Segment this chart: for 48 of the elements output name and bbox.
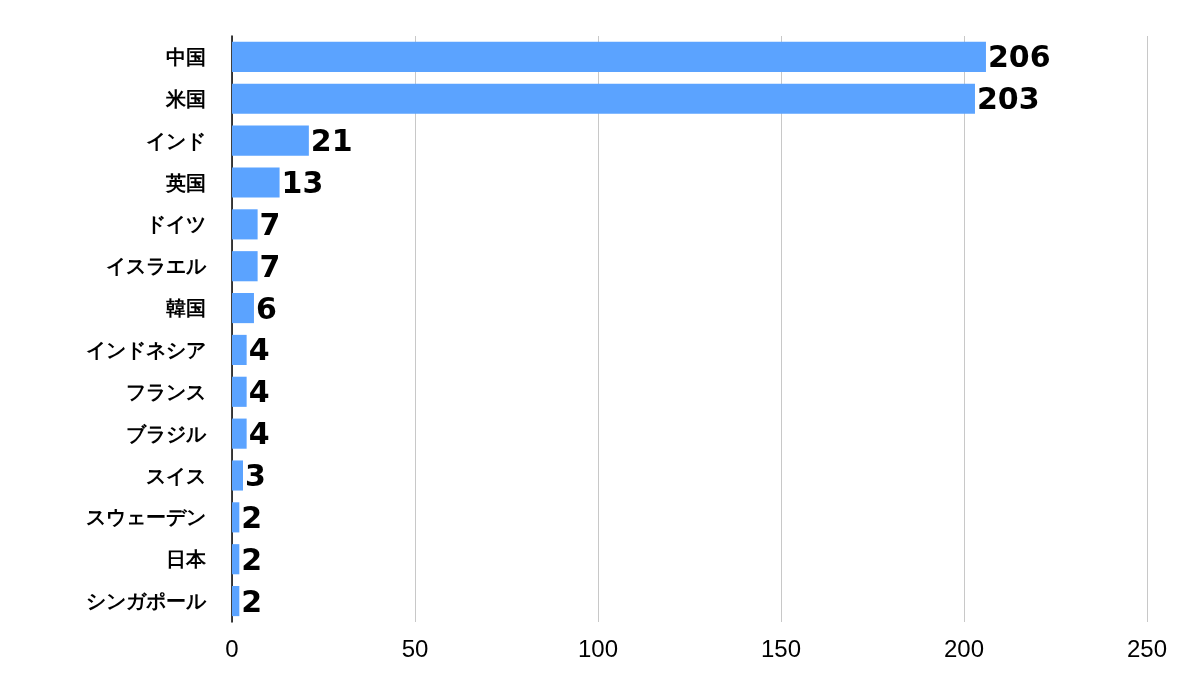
y-tick-label: 日本: [166, 547, 207, 572]
data-label: 4: [248, 374, 270, 410]
bar: [232, 418, 247, 449]
bar: [232, 502, 240, 533]
bar: [232, 334, 247, 365]
bar: [232, 460, 243, 491]
data-label: 21: [310, 123, 353, 159]
bar: [232, 209, 258, 240]
data-label: 6: [255, 290, 277, 326]
y-tick-label: フランス: [126, 379, 206, 404]
data-label: 4: [248, 416, 270, 452]
bar: [232, 41, 986, 72]
data-label: 203: [976, 81, 1040, 117]
bar: [232, 293, 254, 324]
y-tick-label: 英国: [165, 170, 206, 195]
data-label: 13: [281, 165, 324, 200]
data-label: 2: [241, 499, 263, 535]
y-tick-label: ドイツ: [146, 212, 206, 237]
x-tick-label: 100: [577, 634, 619, 662]
y-tick-label: スイス: [146, 463, 206, 488]
data-label: 2: [241, 541, 263, 577]
data-label: 2: [241, 583, 263, 619]
bar: [232, 376, 247, 407]
bar: [232, 544, 240, 575]
x-tick-label: 50: [401, 634, 429, 662]
bar: [232, 167, 280, 198]
y-tick-label: スウェーデン: [86, 505, 206, 530]
y-tick-label: シンガポール: [86, 589, 207, 614]
y-tick-label: ブラジル: [126, 421, 207, 446]
x-tick-label: 250: [1126, 634, 1168, 662]
bar: [232, 125, 309, 156]
y-tick-label: インドネシア: [86, 337, 206, 362]
y-tick-label: 米国: [165, 86, 206, 111]
bar: [232, 83, 975, 114]
x-tick-label: 200: [943, 634, 985, 662]
x-tick-label: 150: [760, 634, 802, 662]
bar: [232, 586, 240, 617]
bar: [232, 251, 258, 282]
data-label: 7: [259, 248, 281, 284]
data-label: 206: [987, 39, 1051, 75]
y-tick-label: インド: [146, 128, 206, 153]
x-tick-label: 0: [225, 634, 239, 662]
y-tick-label: 中国: [166, 44, 206, 69]
data-label: 3: [244, 458, 266, 493]
y-tick-label: イスラエル: [106, 254, 207, 279]
y-tick-label: 韓国: [166, 296, 206, 321]
data-label: 7: [259, 206, 281, 242]
data-label: 4: [248, 332, 270, 368]
